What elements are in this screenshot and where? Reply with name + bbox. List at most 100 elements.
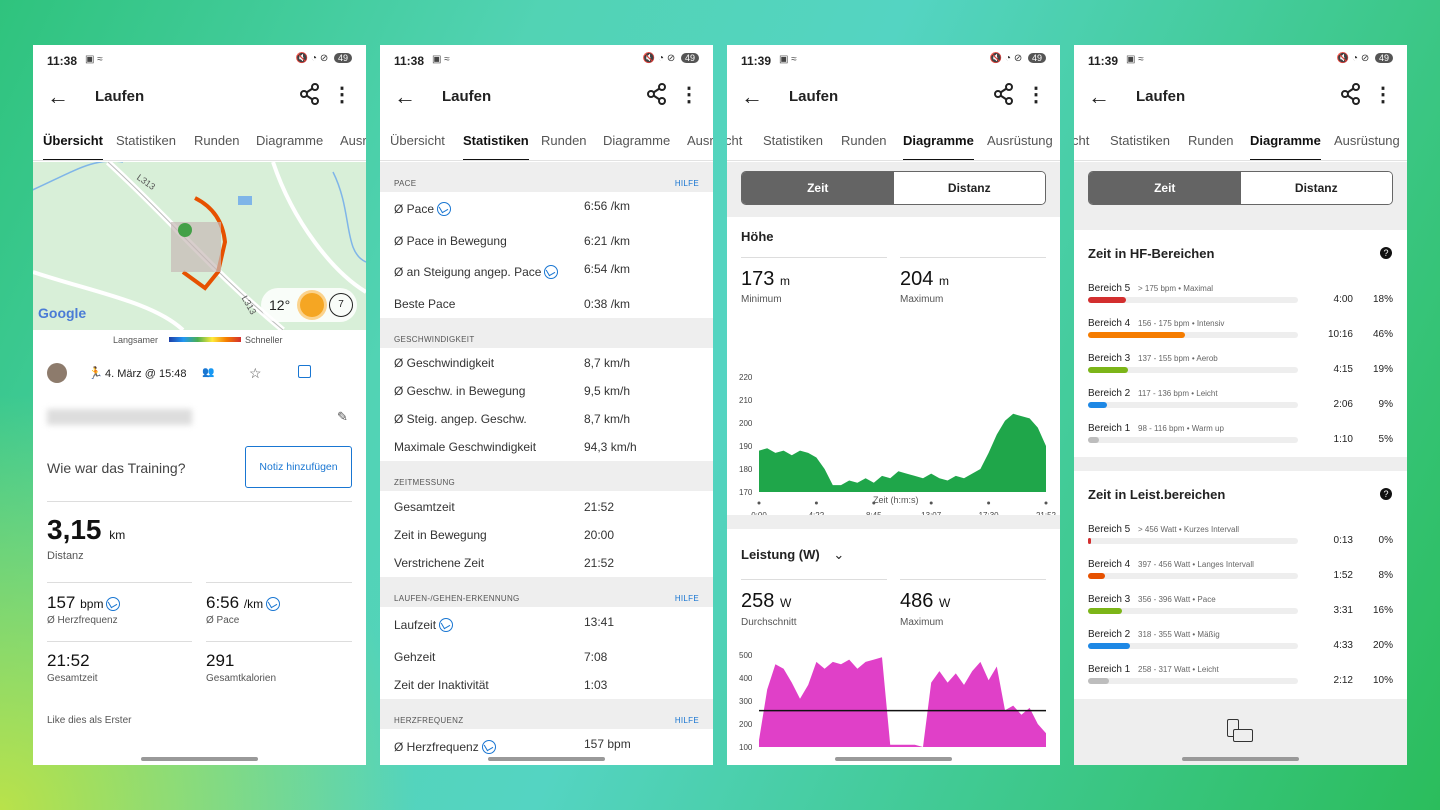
zone-row: Bereich 4 397 - 456 Watt • Langes Interva… bbox=[1088, 559, 1393, 594]
tab-overview[interactable]: Übersicht bbox=[43, 133, 103, 160]
add-photo-icon[interactable] bbox=[298, 365, 311, 378]
tab-laps[interactable]: Runden bbox=[841, 133, 887, 148]
power-title[interactable]: Leistung (W) ⌄ bbox=[741, 547, 844, 563]
zone-track bbox=[1088, 437, 1298, 443]
share-icon[interactable] bbox=[647, 83, 667, 105]
tab-stats[interactable]: Statistiken bbox=[463, 133, 529, 160]
app-bar: ← Laufen ⋮ bbox=[727, 75, 1060, 119]
add-note-button[interactable]: Notiz hinzufügen bbox=[245, 446, 352, 488]
stat-row: Ø Steig. angep. Geschw. 8,7 km/h bbox=[394, 412, 630, 426]
more-vert-icon[interactable]: ⋮ bbox=[1373, 84, 1393, 106]
stat-label: Zeit in Bewegung bbox=[394, 528, 487, 542]
tab-bar: Übersicht Statistiken Runden Diagramme A… bbox=[380, 125, 713, 161]
more-vert-icon[interactable]: ⋮ bbox=[332, 84, 352, 106]
back-arrow-icon[interactable]: ← bbox=[1088, 84, 1110, 109]
tab-gear[interactable]: Ausrü bbox=[687, 133, 713, 148]
help-link[interactable]: HILFE bbox=[674, 716, 699, 725]
stat-value: 7:08 bbox=[584, 650, 608, 664]
stat-label: Zeit der Inaktivität bbox=[394, 678, 489, 692]
people-icon[interactable]: 👥 bbox=[202, 367, 215, 378]
clock: 11:38 bbox=[394, 54, 425, 68]
seg-distance[interactable]: Distanz bbox=[1240, 172, 1392, 204]
more-vert-icon[interactable]: ⋮ bbox=[679, 84, 699, 106]
stat-label: Beste Pace bbox=[394, 297, 456, 311]
zone-track bbox=[1088, 643, 1298, 649]
hr-info-icon[interactable] bbox=[106, 597, 121, 611]
share-icon[interactable] bbox=[994, 83, 1014, 105]
zone-percent: 9% bbox=[1378, 399, 1393, 410]
zone-name: Bereich 2 bbox=[1088, 629, 1131, 640]
tab-charts[interactable]: Diagramme bbox=[256, 133, 324, 148]
power-max-number: 486 bbox=[900, 590, 934, 612]
tab-charts[interactable]: Diagramme bbox=[903, 133, 974, 160]
share-icon[interactable] bbox=[300, 83, 320, 105]
seg-time[interactable]: Zeit bbox=[1089, 172, 1241, 204]
status-icons: 🔇 ◔ ⊘ 49 bbox=[643, 53, 699, 64]
tab-gear[interactable]: Ausrüstung bbox=[1334, 133, 1400, 148]
y-tick-label: 400 bbox=[739, 674, 753, 683]
app-bar: ← Laufen ⋮ bbox=[380, 75, 713, 119]
zone-range: 397 - 456 Watt • Langes Intervall bbox=[1138, 560, 1254, 569]
back-arrow-icon[interactable]: ← bbox=[394, 84, 416, 109]
total-time-label: Gesamtzeit bbox=[47, 673, 98, 684]
route-map[interactable]: L313 L313 Google 12° 7 bbox=[33, 162, 366, 330]
back-arrow-icon[interactable]: ← bbox=[47, 84, 69, 109]
share-icon[interactable] bbox=[1341, 83, 1361, 105]
tab-overview[interactable]: Übersicht bbox=[390, 133, 445, 148]
info-icon[interactable] bbox=[481, 740, 496, 754]
x-tick-dot bbox=[1044, 501, 1048, 505]
tab-laps[interactable]: Runden bbox=[194, 133, 240, 148]
help-icon[interactable]: ? bbox=[1380, 247, 1392, 259]
stat-label: Gehzeit bbox=[394, 650, 436, 664]
like-text[interactable]: Like dies als Erster bbox=[47, 715, 132, 726]
zone-range: 258 - 317 Watt • Leicht bbox=[1138, 665, 1219, 674]
rotate-screen-icon[interactable] bbox=[1227, 719, 1253, 743]
distance-value: 3,15 km bbox=[47, 514, 125, 546]
stat-value: 8,7 km/h bbox=[584, 356, 631, 370]
time-distance-toggle: Zeit Distanz bbox=[1088, 171, 1393, 205]
divider bbox=[206, 582, 352, 583]
pace-info-icon[interactable] bbox=[266, 597, 281, 611]
y-tick-label: 180 bbox=[739, 465, 753, 474]
wind-icon: 7 bbox=[329, 293, 353, 317]
tab-gear[interactable]: Ausrü bbox=[340, 133, 366, 148]
info-icon[interactable] bbox=[437, 202, 452, 216]
tab-overview[interactable]: cht bbox=[727, 133, 743, 148]
avatar[interactable] bbox=[47, 363, 67, 383]
star-icon[interactable]: ☆ bbox=[249, 365, 262, 381]
help-link[interactable]: HILFE bbox=[674, 594, 699, 603]
stat-value: 6:54 /km bbox=[584, 262, 631, 276]
power-avg-unit: W bbox=[779, 596, 792, 610]
back-arrow-icon[interactable]: ← bbox=[741, 84, 763, 109]
tab-charts[interactable]: Diagramme bbox=[603, 133, 671, 148]
elev-min-number: 173 bbox=[741, 268, 775, 290]
more-vert-icon[interactable]: ⋮ bbox=[1026, 84, 1046, 106]
clock: 11:39 bbox=[741, 54, 772, 68]
x-tick-dot bbox=[987, 501, 991, 505]
x-tick-dot bbox=[929, 501, 933, 505]
edit-pencil-icon[interactable]: ✎ bbox=[337, 409, 348, 424]
power-chart[interactable]: 100 200 300 400 500 bbox=[727, 645, 1060, 757]
zone-track bbox=[1088, 573, 1298, 579]
help-icon[interactable]: ? bbox=[1380, 488, 1392, 500]
elevation-chart[interactable]: 1701801902002102200:004:228:4513:0717:30… bbox=[727, 325, 1060, 520]
tab-stats[interactable]: Statistiken bbox=[1110, 133, 1170, 148]
battery: 49 bbox=[1027, 53, 1046, 63]
zone-name: Bereich 3 bbox=[1088, 353, 1131, 364]
stat-label: Gesamtzeit bbox=[394, 500, 455, 514]
tab-overview[interactable]: cht bbox=[1074, 133, 1090, 148]
y-tick-label: 100 bbox=[739, 743, 753, 752]
tab-charts[interactable]: Diagramme bbox=[1250, 133, 1321, 160]
help-link[interactable]: HILFE bbox=[674, 179, 699, 188]
tab-gear[interactable]: Ausrüstung bbox=[987, 133, 1053, 148]
tab-laps[interactable]: Runden bbox=[1188, 133, 1234, 148]
info-icon[interactable] bbox=[439, 618, 454, 632]
chevron-down-icon[interactable]: ⌄ bbox=[833, 547, 845, 562]
tab-stats[interactable]: Statistiken bbox=[763, 133, 823, 148]
seg-time[interactable]: Zeit bbox=[742, 172, 894, 204]
tab-stats[interactable]: Statistiken bbox=[116, 133, 176, 148]
seg-distance[interactable]: Distanz bbox=[893, 172, 1045, 204]
tab-laps[interactable]: Runden bbox=[541, 133, 587, 148]
info-icon[interactable] bbox=[544, 265, 559, 279]
zone-row: Bereich 5 > 456 Watt • Kurzes Intervall 0:… bbox=[1088, 524, 1393, 559]
